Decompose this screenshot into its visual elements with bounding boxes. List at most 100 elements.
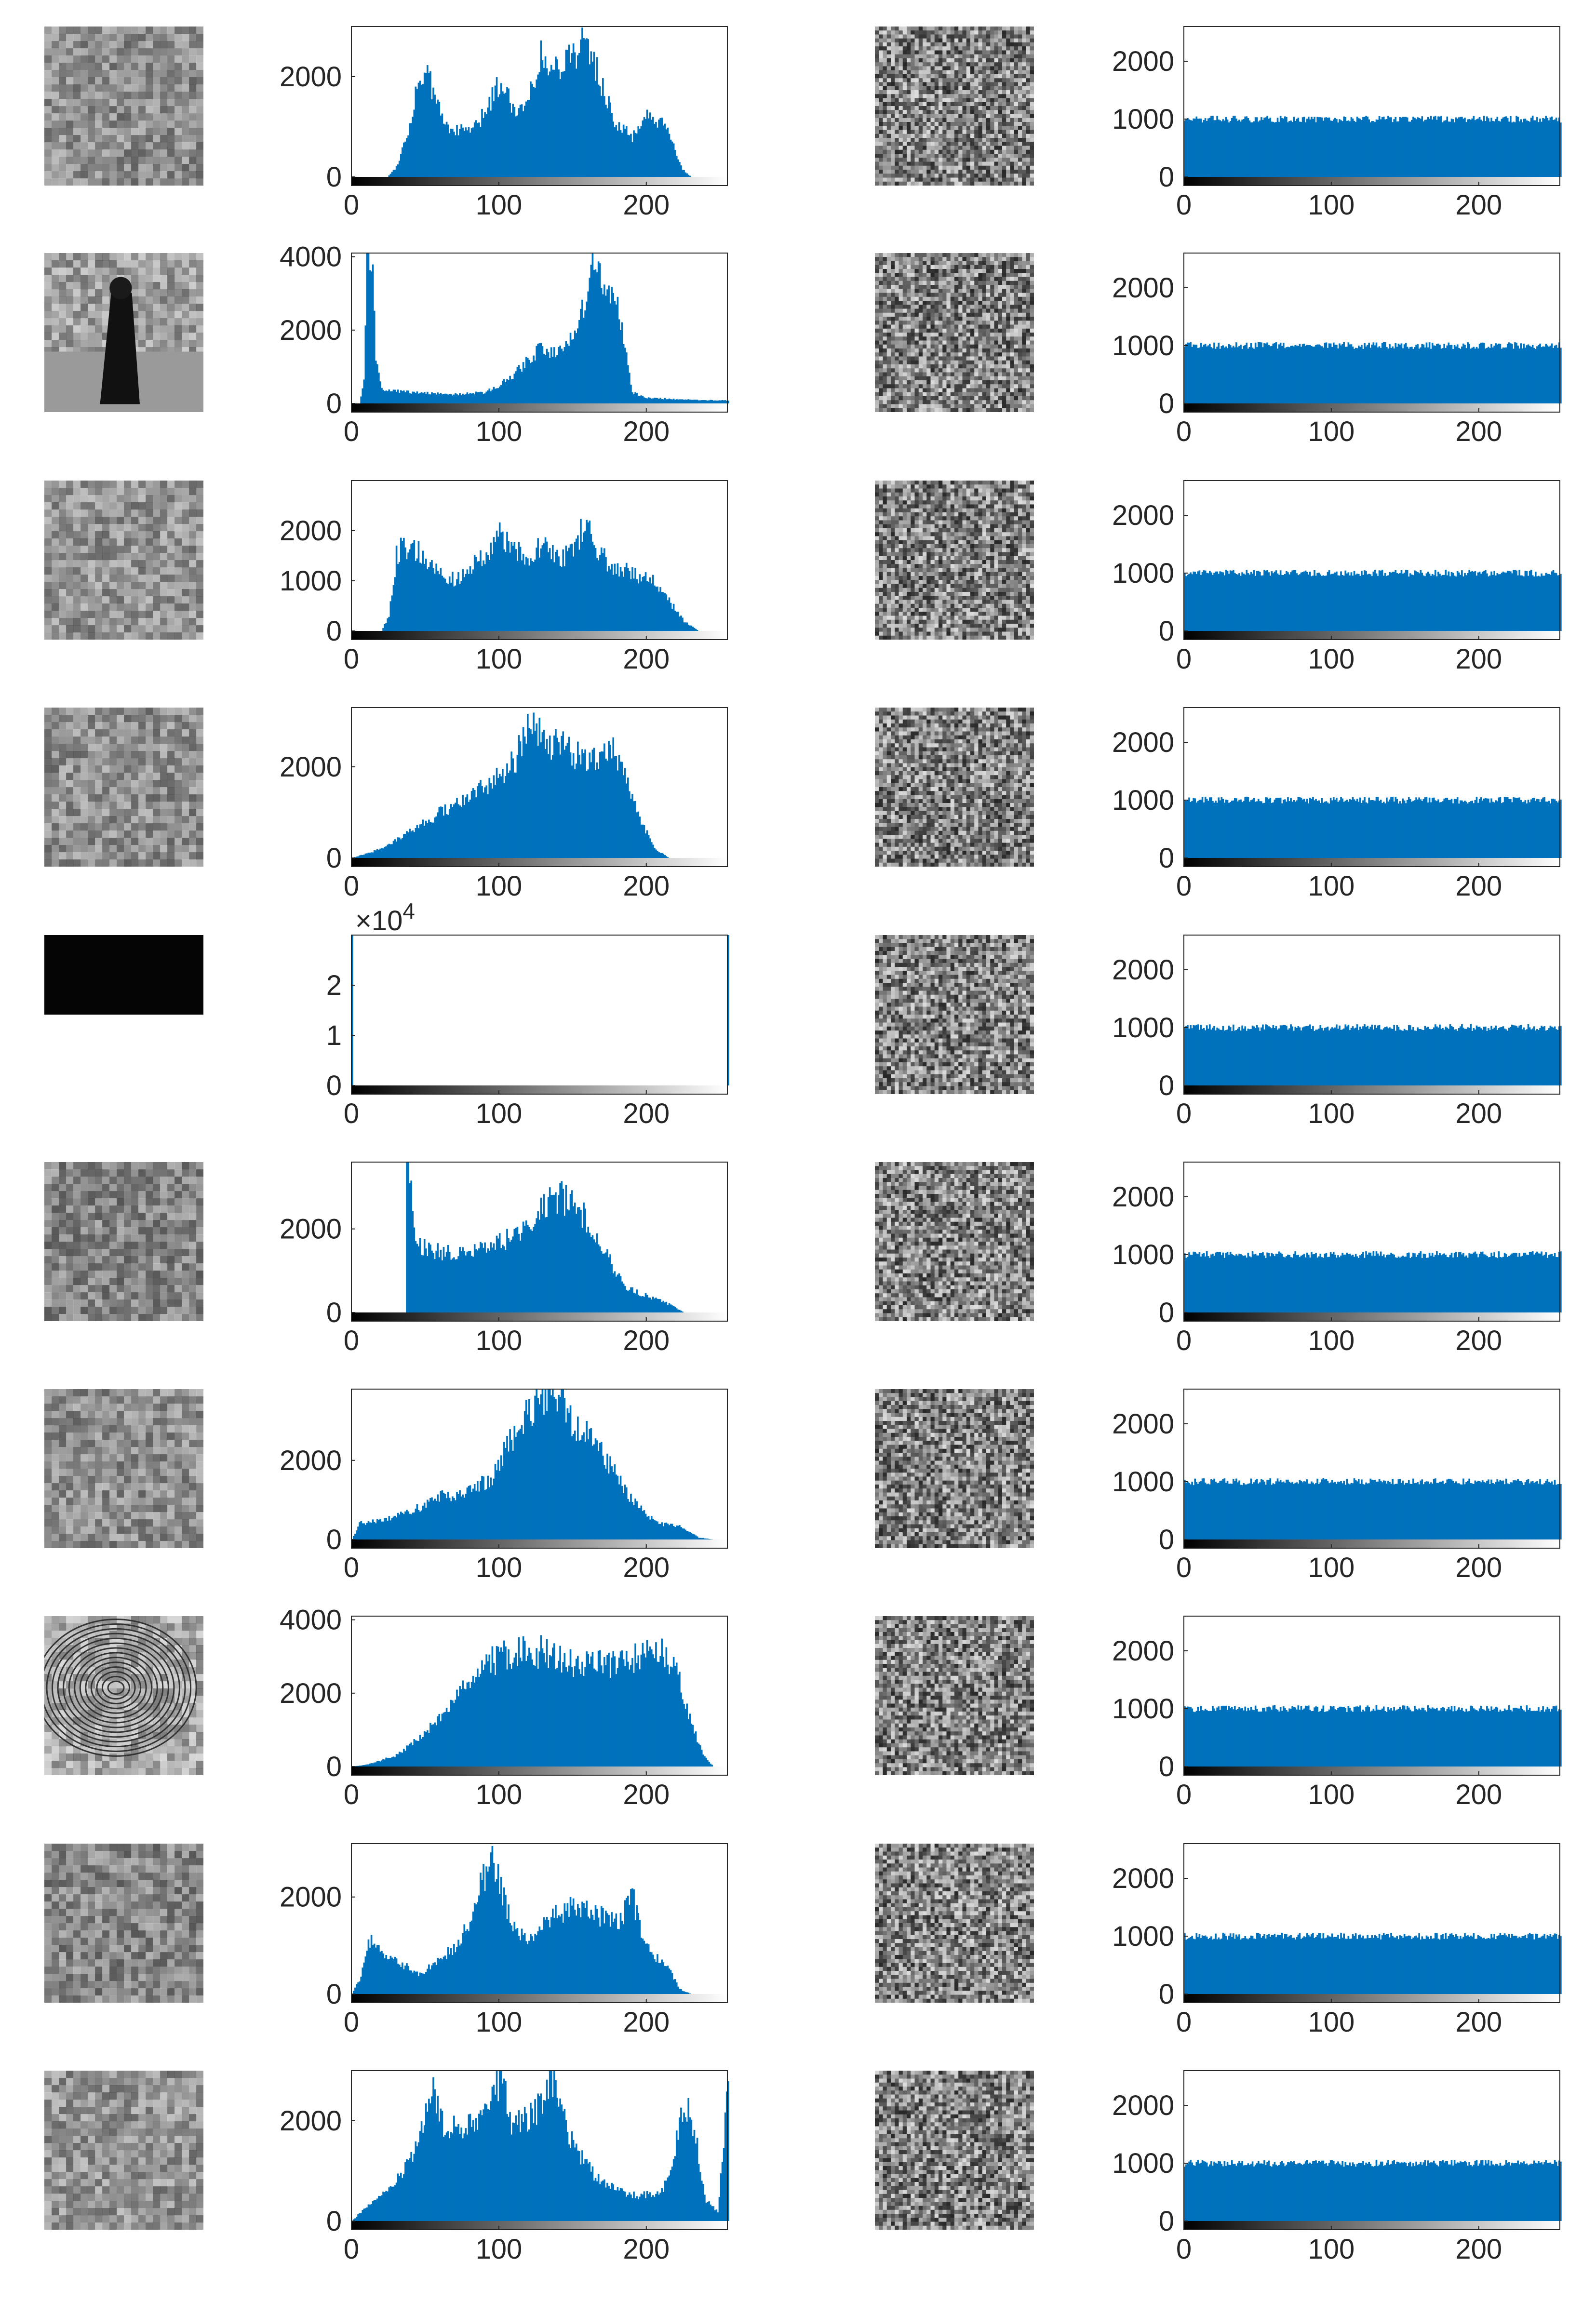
histogram-bar	[1216, 347, 1218, 403]
histogram-bar	[445, 1708, 448, 1767]
histogram-bar	[1524, 348, 1527, 403]
histogram-bar	[1324, 343, 1326, 403]
histogram-bar	[415, 828, 417, 858]
histogram-bar	[584, 39, 586, 177]
gray-colorbar	[351, 1312, 727, 1321]
histogram-bar	[1353, 799, 1355, 858]
histogram-bar	[1458, 1939, 1460, 1994]
histogram-bar	[577, 328, 579, 403]
histogram-bar	[404, 392, 406, 403]
histogram-bar	[440, 806, 442, 858]
histogram-bar	[606, 2182, 608, 2221]
histogram-bar	[1378, 570, 1381, 631]
histogram-bar	[506, 87, 508, 177]
histogram-bar	[1513, 2163, 1515, 2221]
histogram-bar	[1369, 1938, 1372, 1994]
histogram-bar	[1529, 1708, 1531, 1767]
histogram-bar	[605, 295, 607, 403]
histogram-bar	[1399, 345, 1401, 403]
histogram-bar	[571, 1436, 573, 1539]
histogram-bar	[1346, 120, 1348, 177]
histogram-bar	[1538, 1030, 1540, 1085]
histogram-bar	[1462, 1711, 1464, 1767]
histogram-bar	[1396, 1936, 1398, 1994]
histogram-bar	[1422, 2162, 1425, 2221]
histogram-bar	[531, 734, 533, 858]
histogram-bar	[1215, 571, 1217, 631]
histogram-bar	[1486, 1938, 1488, 1994]
histogram-bar	[655, 1521, 657, 1539]
histogram-bar	[1316, 801, 1318, 858]
histogram-bar	[687, 1993, 690, 1994]
histogram-bar	[659, 1963, 661, 1994]
histogram-bar	[1546, 802, 1549, 858]
histogram-bar	[494, 1249, 496, 1312]
histogram-bar	[356, 857, 358, 858]
histogram-bar	[1311, 1934, 1313, 1994]
histogram-bar	[1508, 1705, 1510, 1767]
histogram-bar	[654, 1298, 656, 1312]
histogram-bar	[1531, 345, 1534, 403]
histogram-bar	[724, 400, 726, 403]
histogram-bar	[1518, 1025, 1520, 1085]
histogram-bar	[1246, 1258, 1248, 1312]
histogram-bar	[580, 308, 582, 403]
histogram-bar	[569, 752, 572, 858]
histogram-bar	[510, 1240, 512, 1312]
histogram-bar	[637, 1508, 640, 1539]
histogram-bar	[1251, 1025, 1254, 1085]
histogram-bar	[1445, 1711, 1447, 1767]
histogram-bar	[1234, 347, 1236, 403]
y-tick-label: 2000	[280, 1214, 342, 1245]
histogram-bar	[1536, 117, 1538, 177]
histogram-bar	[484, 393, 486, 403]
y-tick-label: 1000	[1112, 785, 1174, 816]
histogram-bar	[615, 1474, 617, 1539]
histogram-bar	[590, 1237, 592, 1312]
histogram-bar	[1453, 1253, 1456, 1312]
histogram-bar	[490, 783, 492, 858]
histogram-bar	[494, 1675, 496, 1767]
histogram-bar	[1531, 115, 1534, 177]
histogram-bar	[1322, 1705, 1325, 1767]
histogram-bar	[633, 130, 635, 177]
histogram-bar	[1265, 1711, 1267, 1767]
histogram-bar	[432, 1963, 434, 1994]
histogram-bar	[412, 1972, 414, 1994]
histogram-bar	[665, 856, 668, 858]
histogram-bar	[1392, 1478, 1394, 1539]
histogram-bar	[496, 388, 498, 403]
histogram-bar	[659, 1524, 661, 1539]
histogram-bar	[1448, 121, 1450, 177]
histogram-bar	[534, 1933, 536, 1994]
histogram-bar	[1276, 1710, 1279, 1767]
histogram-bar	[1194, 1712, 1196, 1767]
histogram-bar	[1470, 1483, 1472, 1539]
histogram-bar	[1405, 117, 1407, 177]
histogram-bar	[382, 628, 384, 631]
histogram-bar	[1483, 343, 1485, 403]
histogram-bar	[1231, 2160, 1233, 2221]
histogram-bar	[1392, 2161, 1394, 2221]
histogram-bar	[1343, 1254, 1345, 1312]
histogram-bar	[406, 559, 408, 631]
histogram-bar	[1349, 1708, 1351, 1767]
histogram-bar	[1505, 1029, 1507, 1085]
histogram-bar	[675, 2130, 678, 2221]
histogram-bar	[1223, 120, 1226, 177]
histogram-bar	[622, 1493, 625, 1539]
histogram-bar	[519, 1241, 522, 1312]
histogram-bar	[356, 1984, 358, 1994]
histogram-bar	[1328, 1483, 1330, 1539]
histogram-bar	[1517, 1027, 1519, 1085]
histogram-bar	[435, 563, 437, 631]
histogram-bar	[1356, 1481, 1358, 1539]
histogram-bar	[475, 1904, 477, 1994]
histogram-bar	[1548, 574, 1550, 631]
histogram-bar	[1527, 1934, 1529, 1994]
histogram-bar	[1201, 122, 1204, 177]
histogram-bar	[1265, 117, 1267, 177]
histogram-bar	[1287, 797, 1289, 858]
gray-colorbar	[1184, 858, 1560, 867]
histogram-bar	[664, 123, 666, 177]
